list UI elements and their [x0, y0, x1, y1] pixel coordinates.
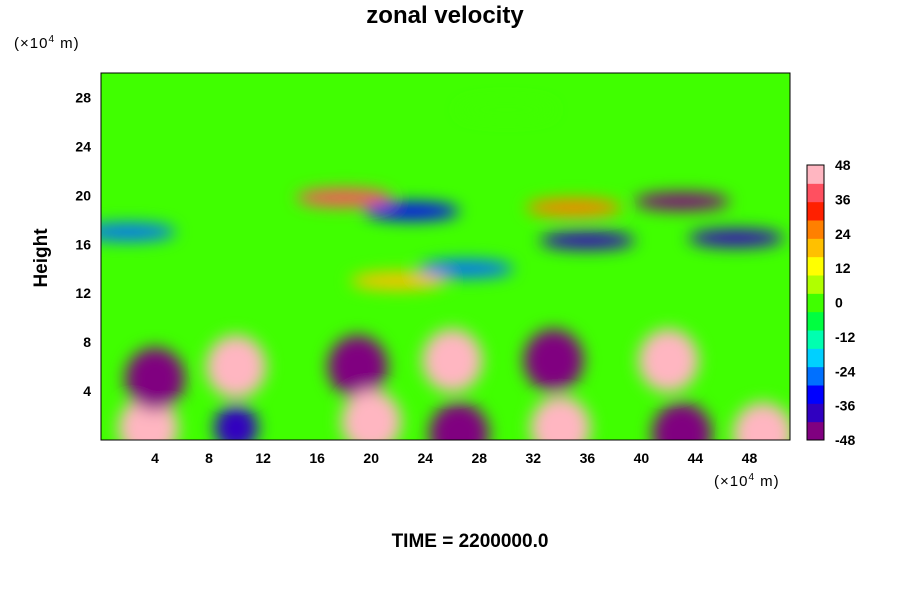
x-tick-label: 8 [205, 450, 213, 466]
x-tick-label: 32 [526, 450, 542, 466]
y-tick-label: 24 [75, 138, 91, 154]
colorbar-segment [807, 330, 824, 349]
y-tick-label: 16 [75, 236, 91, 252]
x-tick-label: 4 [151, 450, 159, 466]
heatmap-field [101, 73, 790, 440]
field-feature-19 [101, 223, 177, 242]
colorbar-tick-label: 24 [835, 226, 851, 242]
field-feature-4 [327, 335, 388, 399]
colorbar-tick-labels: 48 36 24 12 0 -12 -24 -36 -48 [835, 157, 855, 448]
colorbar-segment [807, 220, 824, 239]
y-axis-unit: (×104 m) [14, 34, 80, 52]
x-tick-label: 12 [255, 450, 271, 466]
colorbar-tick-label: -24 [835, 363, 855, 379]
x-tick-labels: 4 8 12 16 20 24 28 32 36 40 44 48 [151, 450, 757, 466]
x-tick-label: 36 [580, 450, 596, 466]
colorbar-tick-label: -36 [835, 398, 855, 414]
field-feature-17 [363, 202, 460, 221]
colorbar-segment [807, 201, 824, 221]
field-feature-3 [214, 404, 259, 440]
x-tick-label: 28 [471, 450, 487, 466]
field-feature-8 [523, 328, 584, 392]
field-feature-2 [206, 335, 267, 399]
field-feature-21 [417, 259, 514, 278]
field-feature-14 [296, 188, 393, 207]
y-tick-labels: 4 8 12 16 20 24 28 [75, 89, 91, 399]
field-feature-11 [651, 402, 712, 440]
colorbar-segment [807, 165, 824, 184]
field-feature-7 [429, 402, 490, 440]
time-label: TIME = 2200000.0 [391, 531, 549, 552]
field-feature-9 [530, 396, 591, 440]
x-tick-label: 48 [742, 450, 758, 466]
field-feature-13 [633, 192, 730, 211]
field-feature-6 [422, 328, 483, 392]
field-feature-1 [125, 347, 186, 411]
colorbar-tick-label: 12 [835, 260, 851, 276]
x-axis-unit: (×104 m) [714, 472, 780, 490]
y-tick-label: 8 [83, 334, 91, 350]
colorbar-tick-label: -12 [835, 329, 855, 345]
colorbar-frame [806, 164, 825, 441]
field-feature-5 [341, 390, 402, 440]
x-tick-label: 20 [363, 450, 379, 466]
x-tick-label: 44 [688, 450, 704, 466]
x-tick-label: 24 [417, 450, 433, 466]
y-tick-label: 20 [75, 187, 91, 203]
colorbar-segment [807, 348, 824, 368]
field-feature-22 [458, 100, 555, 119]
colorbar-segment [807, 311, 824, 331]
field-feature-10 [638, 328, 699, 392]
colorbar-tick-label: 36 [835, 191, 851, 207]
colorbar-segment [807, 385, 824, 404]
colorbar-segment [807, 275, 824, 294]
field-feature-12 [732, 402, 790, 440]
field-feature-15 [687, 229, 784, 248]
y-tick-label: 4 [83, 383, 91, 399]
chart-title: zonal velocity [366, 2, 524, 29]
colorbar-segment [807, 293, 824, 313]
field-feature-18 [525, 198, 622, 217]
colorbar [806, 164, 825, 441]
plot-frame [100, 72, 791, 441]
colorbar-tick-label: 0 [835, 295, 843, 311]
colorbar-segment [807, 366, 824, 386]
colorbar-tick-label: 48 [835, 157, 851, 173]
x-tick-label: 16 [309, 450, 325, 466]
colorbar-segment [807, 238, 824, 258]
colorbar-segment [807, 421, 824, 441]
y-tick-label: 12 [75, 285, 91, 301]
colorbar-segment [807, 183, 824, 203]
colorbar-segment [807, 256, 824, 276]
x-tick-label: 40 [634, 450, 650, 466]
field-feature-20 [350, 271, 447, 290]
y-tick-label: 28 [75, 89, 91, 105]
colorbar-segment [807, 403, 824, 423]
field-feature-16 [539, 231, 636, 250]
colorbar-tick-label: -48 [835, 432, 855, 448]
